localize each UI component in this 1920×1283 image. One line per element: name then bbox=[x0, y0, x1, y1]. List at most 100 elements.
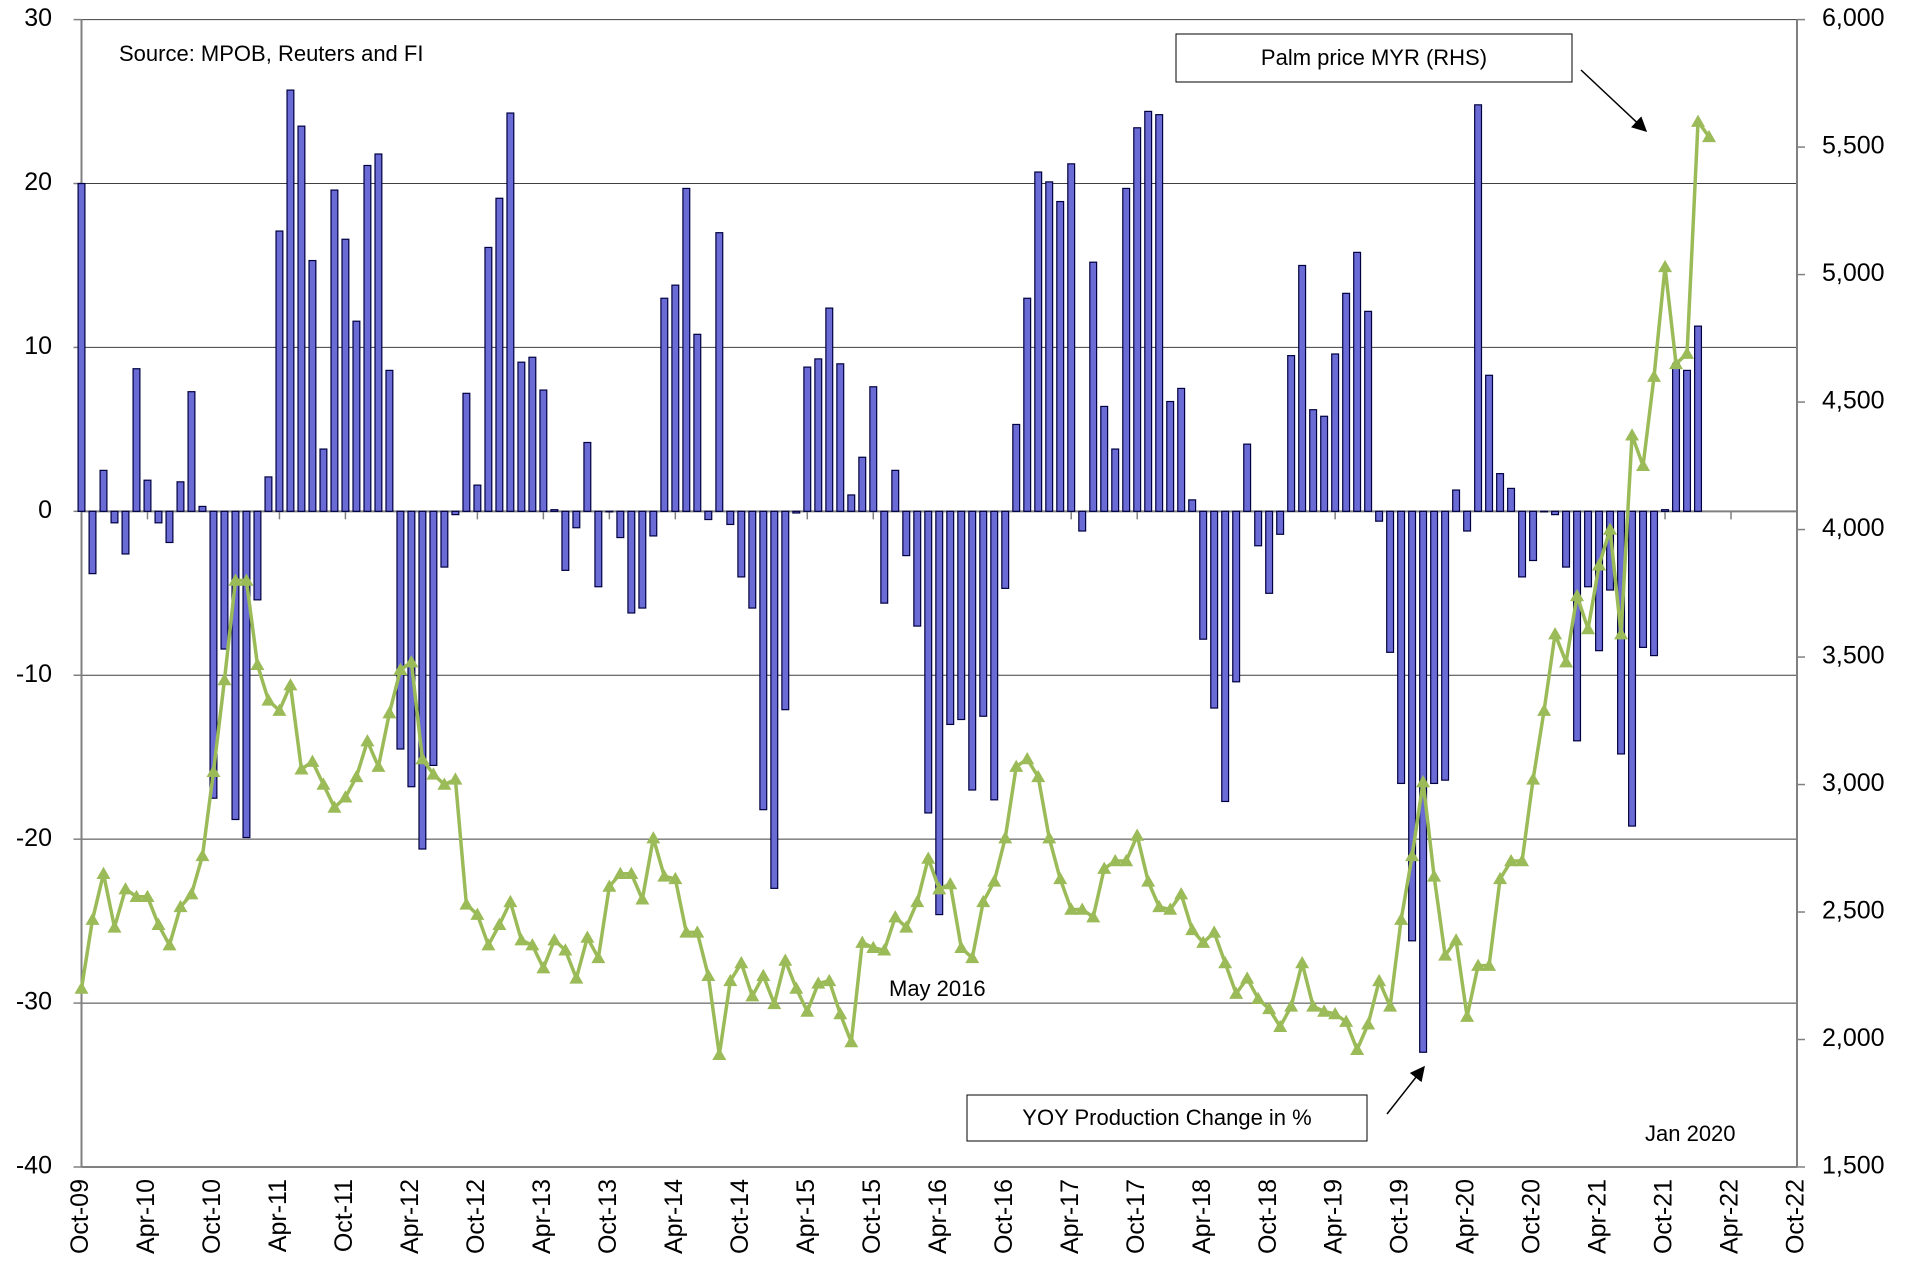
bar bbox=[1452, 489, 1461, 512]
bar bbox=[407, 510, 416, 788]
y2-tick-label: 5,500 bbox=[1822, 132, 1885, 160]
bar bbox=[1166, 400, 1175, 512]
bar bbox=[1001, 510, 1010, 589]
bar bbox=[462, 392, 471, 512]
bar bbox=[220, 510, 229, 650]
bar bbox=[770, 510, 779, 889]
price-marker bbox=[1174, 887, 1189, 900]
bar bbox=[1573, 510, 1582, 742]
price-marker bbox=[338, 790, 353, 803]
bar bbox=[1639, 510, 1648, 648]
bar bbox=[165, 510, 174, 544]
bar bbox=[924, 510, 933, 814]
y2-tick-label: 1,500 bbox=[1822, 1152, 1885, 1180]
bar bbox=[1650, 510, 1659, 657]
bar bbox=[792, 510, 801, 514]
bar bbox=[913, 510, 922, 627]
bar bbox=[1144, 110, 1153, 512]
bar bbox=[1496, 473, 1505, 512]
bar bbox=[1342, 292, 1351, 512]
price-marker bbox=[822, 973, 837, 987]
x-tick-label: Oct-18 bbox=[1254, 1179, 1282, 1254]
bar bbox=[836, 363, 845, 512]
price-marker bbox=[195, 848, 210, 862]
price-marker bbox=[1427, 869, 1442, 882]
price-marker bbox=[910, 894, 925, 908]
bar bbox=[1012, 423, 1021, 512]
bar bbox=[528, 356, 537, 512]
bar bbox=[979, 510, 988, 717]
bar bbox=[1386, 510, 1395, 653]
bar bbox=[1331, 353, 1340, 512]
price-marker bbox=[877, 943, 892, 956]
bar bbox=[858, 456, 867, 512]
price-marker bbox=[866, 940, 881, 953]
price-marker bbox=[712, 1047, 727, 1061]
bar bbox=[1045, 181, 1054, 512]
price-marker bbox=[1372, 973, 1387, 987]
x-tick-label: Apr-22 bbox=[1716, 1179, 1744, 1254]
price-marker bbox=[1119, 854, 1134, 867]
bar bbox=[440, 510, 449, 568]
price-marker bbox=[1537, 703, 1552, 716]
price-marker bbox=[580, 930, 595, 943]
price-marker bbox=[987, 874, 1002, 887]
bar bbox=[1430, 510, 1439, 785]
bar bbox=[1034, 171, 1043, 512]
price-marker bbox=[1482, 958, 1497, 971]
x-tick-label: Apr-15 bbox=[792, 1179, 820, 1254]
price-marker bbox=[591, 950, 606, 964]
bar bbox=[429, 510, 438, 767]
price-marker bbox=[250, 657, 265, 670]
bar bbox=[275, 230, 284, 512]
price-marker bbox=[1075, 902, 1090, 915]
bar bbox=[1694, 325, 1703, 512]
bar bbox=[1661, 509, 1670, 512]
price-marker bbox=[283, 678, 298, 691]
x-tick-label: Apr-19 bbox=[1320, 1179, 1348, 1254]
price-marker bbox=[1053, 871, 1068, 885]
bar bbox=[1023, 297, 1032, 512]
price-marker bbox=[481, 938, 496, 951]
price-marker bbox=[657, 869, 672, 882]
price-marker bbox=[1108, 854, 1123, 867]
bar bbox=[1529, 510, 1538, 562]
price-marker bbox=[1240, 971, 1255, 984]
x-tick-label: Apr-21 bbox=[1584, 1179, 1612, 1254]
bar bbox=[1276, 510, 1285, 535]
bar bbox=[1067, 163, 1076, 512]
bar bbox=[1353, 251, 1362, 512]
series-label: YOY Production Change in % bbox=[1022, 1105, 1311, 1130]
x-tick-label: Oct-11 bbox=[330, 1179, 358, 1252]
price-marker bbox=[1284, 999, 1299, 1012]
bar bbox=[1672, 363, 1681, 512]
bar bbox=[451, 510, 460, 516]
bar bbox=[968, 510, 977, 791]
price-marker bbox=[415, 752, 430, 765]
y-tick-label: -40 bbox=[16, 1152, 52, 1180]
bar bbox=[253, 510, 262, 601]
price-marker bbox=[1361, 1017, 1376, 1030]
price-marker bbox=[217, 672, 232, 686]
price-marker bbox=[514, 933, 529, 946]
price-marker bbox=[327, 800, 342, 813]
x-tick-label: Apr-13 bbox=[528, 1179, 556, 1254]
bar bbox=[99, 469, 108, 512]
price-marker bbox=[789, 981, 804, 994]
price-marker bbox=[1328, 1007, 1343, 1020]
price-marker bbox=[360, 734, 375, 747]
price-marker bbox=[756, 968, 771, 982]
bar bbox=[495, 197, 504, 512]
bar bbox=[759, 510, 768, 811]
price-marker bbox=[393, 662, 408, 676]
bar bbox=[1441, 510, 1450, 781]
bar bbox=[1320, 415, 1329, 512]
price-marker bbox=[1581, 621, 1596, 635]
price-marker bbox=[1295, 956, 1310, 969]
price-marker bbox=[932, 882, 947, 895]
bar bbox=[517, 361, 526, 512]
price-marker bbox=[448, 772, 463, 785]
price-marker bbox=[569, 971, 584, 984]
bar bbox=[396, 510, 405, 750]
